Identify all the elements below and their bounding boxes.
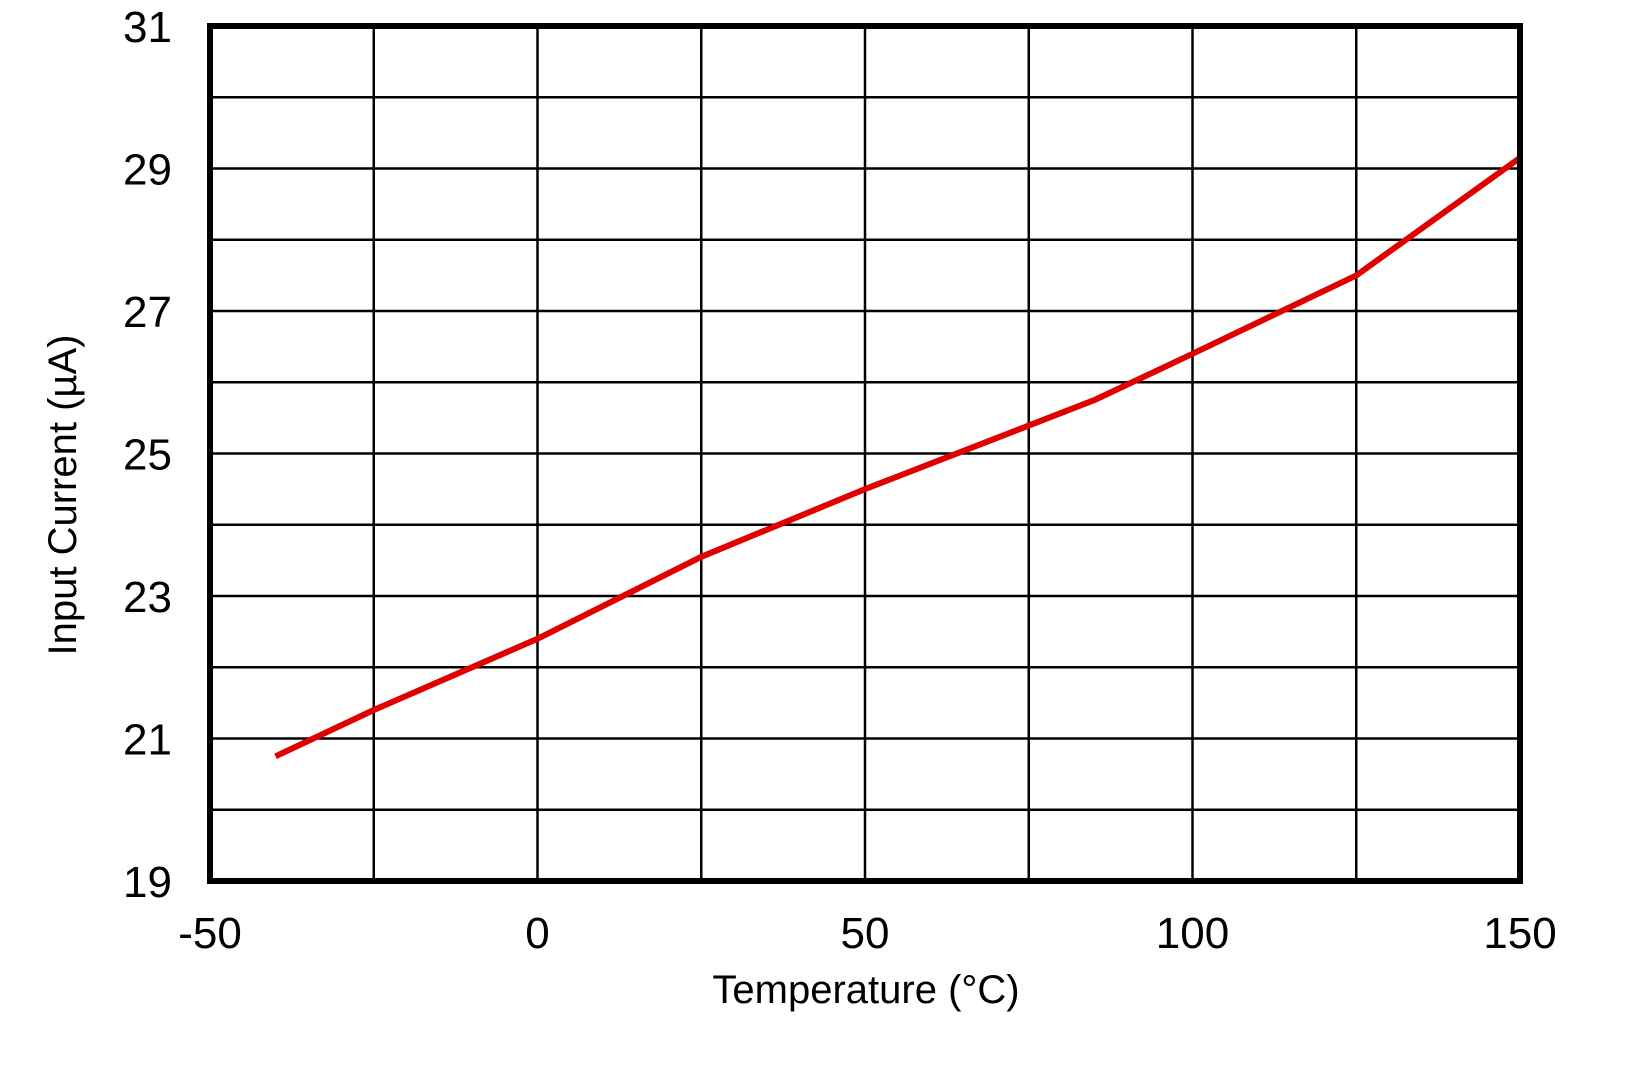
y-tick-label: 21 <box>123 716 172 765</box>
x-tick-label: 50 <box>841 909 890 958</box>
plot-frame <box>207 23 1523 884</box>
x-tick-label: -50 <box>178 909 242 958</box>
series-layer <box>274 155 1522 760</box>
y-tick-label: 27 <box>123 288 172 337</box>
grid-lines <box>210 26 1520 881</box>
y-tick-label: 19 <box>123 858 172 907</box>
y-tick-label: 25 <box>123 431 172 480</box>
x-tick-label: 0 <box>525 909 549 958</box>
x-tick-label: 100 <box>1156 909 1229 958</box>
y-axis-ticks: 19 21 23 25 27 29 31 <box>123 3 172 907</box>
x-axis-title: Temperature (°C) <box>712 968 1019 1012</box>
series-line <box>274 155 1522 760</box>
y-tick-label: 23 <box>123 573 172 622</box>
y-axis-title: Input Current (µA) <box>41 335 85 656</box>
y-tick-label: 29 <box>123 146 172 195</box>
x-tick-label: 150 <box>1483 909 1556 958</box>
y-tick-label: 31 <box>123 3 172 52</box>
x-axis-ticks: -50 0 50 100 150 <box>178 909 1557 958</box>
